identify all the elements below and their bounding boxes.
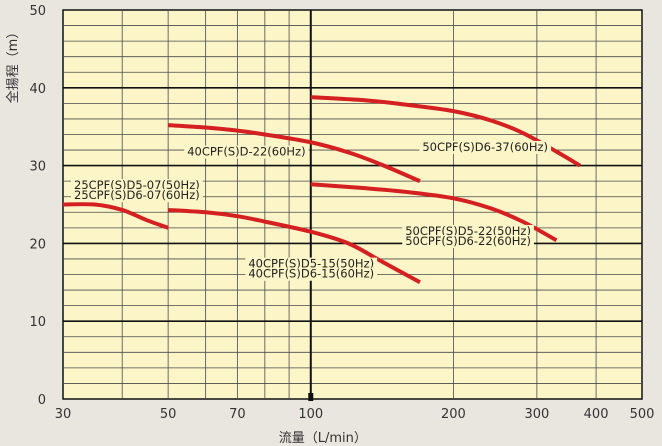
axis-ticks: 30 50 70 100 200 300 400 500 0 10 20 30 40 50 (29, 4, 654, 422)
pump-curves (62, 95, 582, 285)
series-line (168, 207, 421, 285)
x-tick-label: 30 (55, 407, 72, 422)
y-axis-label: 全揚程（m） (5, 26, 21, 104)
x-axis-marker (308, 393, 314, 401)
y-tick-label: 0 (38, 393, 46, 408)
x-tick-label: 50 (160, 407, 177, 422)
y-tick-label: 30 (29, 160, 46, 175)
series-line (310, 95, 582, 168)
annotation-backdrop (419, 140, 552, 154)
series-annotation: 25CPF(S)D5-07(50Hz) (74, 178, 200, 192)
series-annotation: 50CPF(S)D6-22(60Hz) (405, 234, 531, 248)
annotation-backdrop (402, 235, 534, 249)
x-tick-label: 200 (441, 407, 466, 422)
y-tick-label: 10 (29, 315, 46, 330)
series-line (168, 123, 421, 183)
x-tick-label: 70 (229, 407, 246, 422)
x-tick-label: 300 (524, 407, 549, 422)
series-annotation: 40CPF(S)D-22(60Hz) (187, 145, 305, 159)
series-line (310, 182, 558, 243)
y-tick-label: 50 (29, 4, 46, 19)
x-tick-label: 500 (630, 407, 655, 422)
plot-background (62, 9, 643, 400)
annotation-backdrop (245, 267, 378, 281)
series-annotation: 50CPF(S)D6-37(60Hz) (422, 140, 548, 154)
annotation-backdrop (71, 189, 203, 203)
y-tick-label: 20 (29, 237, 46, 252)
y-tick-label: 40 (29, 82, 46, 97)
series-annotation: 40CPF(S)D6-15(60Hz) (248, 267, 374, 281)
series-annotation: 50CPF(S)D5-22(50Hz) (405, 224, 531, 238)
annotation-backdrop (402, 224, 534, 238)
x-axis-label: 流量（L/min） (279, 431, 367, 446)
series-annotation: 25CPF(S)D6-07(60Hz) (74, 188, 200, 202)
curve-annotations: 25CPF(S)D5-07(50Hz)25CPF(S)D6-07(60Hz) 40… (71, 140, 552, 281)
x-tick-label: 100 (298, 407, 323, 422)
series-annotation: 40CPF(S)D5-15(50Hz) (248, 257, 374, 271)
series-line (62, 202, 169, 230)
annotation-backdrop (184, 145, 309, 159)
annotation-backdrop (245, 257, 378, 271)
x-tick-label: 400 (584, 407, 609, 422)
annotation-backdrop (71, 179, 203, 193)
